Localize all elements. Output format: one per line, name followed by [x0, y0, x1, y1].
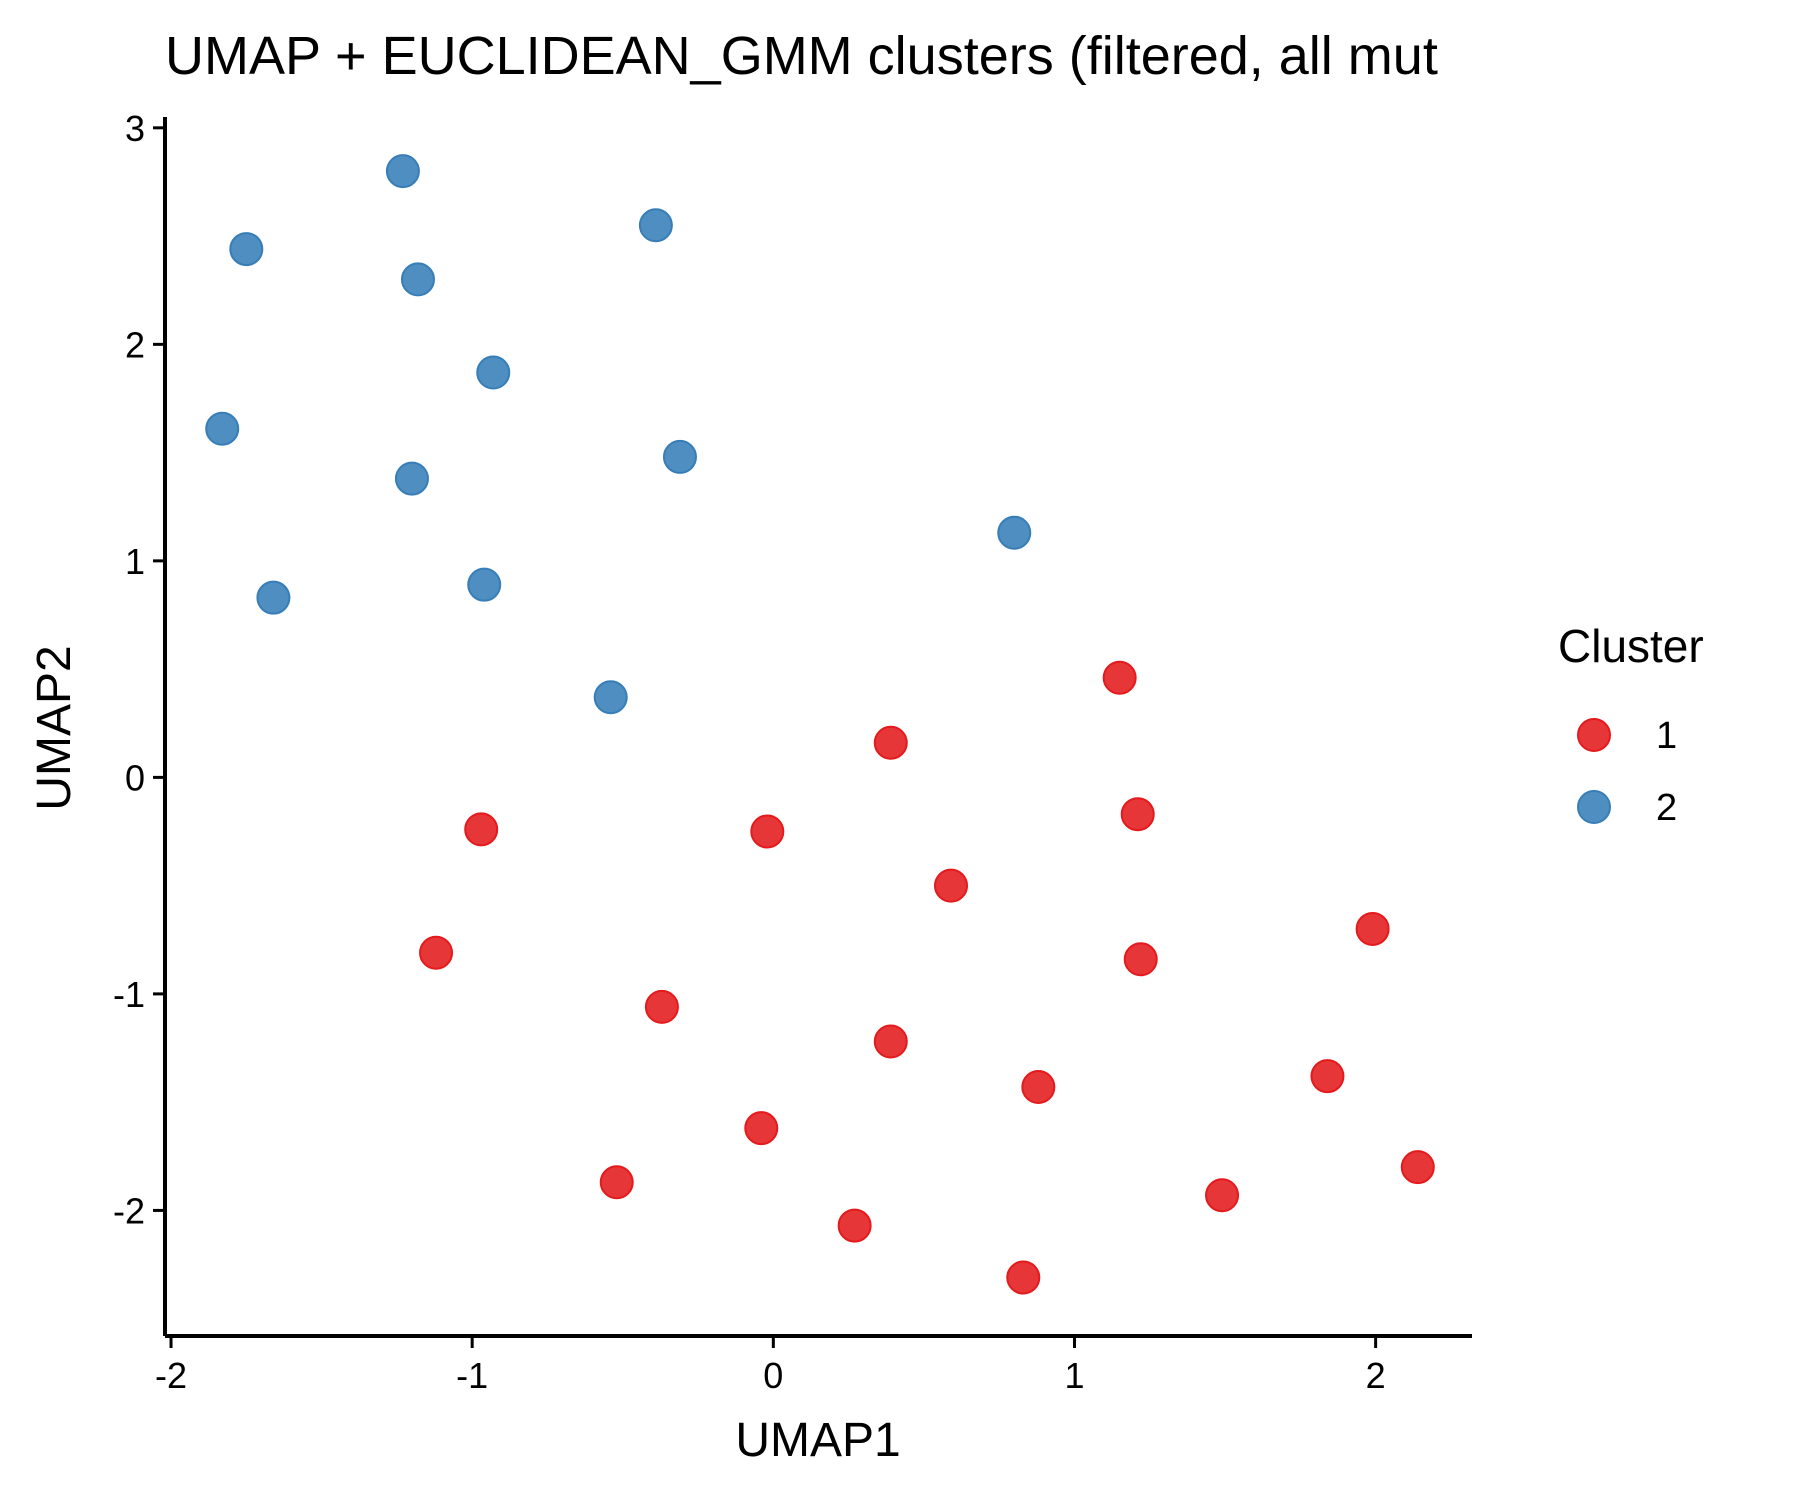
legend: Cluster 1 2 — [1558, 620, 1704, 829]
data-point-cluster-2 — [662, 439, 697, 474]
legend-title: Cluster — [1558, 620, 1704, 672]
x-tick-label: 0 — [763, 1355, 783, 1396]
data-point-cluster-1 — [644, 989, 679, 1024]
data-point-cluster-1 — [750, 814, 785, 849]
y-tick-label: 0 — [125, 757, 145, 798]
x-tick-label: -1 — [456, 1355, 488, 1396]
data-point-cluster-1 — [1400, 1150, 1435, 1185]
y-tick-label: -1 — [113, 974, 145, 1015]
y-axis-title: UMAP2 — [28, 645, 81, 810]
data-points — [205, 154, 1435, 1295]
x-tick-label: 2 — [1366, 1355, 1386, 1396]
data-point-cluster-2 — [256, 580, 291, 615]
data-point-cluster-2 — [229, 232, 264, 267]
data-point-cluster-1 — [1006, 1260, 1041, 1295]
data-point-cluster-2 — [400, 262, 435, 297]
data-point-cluster-2 — [385, 154, 420, 189]
legend-label-2: 2 — [1656, 787, 1677, 829]
data-point-cluster-1 — [837, 1208, 872, 1243]
data-point-cluster-1 — [1310, 1059, 1345, 1094]
x-tick-label: 1 — [1064, 1355, 1084, 1396]
data-point-cluster-2 — [394, 461, 429, 496]
data-point-cluster-1 — [464, 812, 499, 847]
data-point-cluster-1 — [744, 1111, 779, 1146]
data-point-cluster-1 — [1205, 1178, 1240, 1213]
y-tick-label: 1 — [125, 541, 145, 582]
x-axis-title: UMAP1 — [735, 1414, 900, 1467]
data-point-cluster-1 — [1102, 660, 1137, 695]
data-point-cluster-1 — [934, 868, 969, 903]
data-point-cluster-1 — [873, 1024, 908, 1059]
y-tick-label: -2 — [113, 1190, 145, 1231]
y-tick-label: 3 — [125, 108, 145, 149]
data-point-cluster-1 — [599, 1165, 634, 1200]
data-point-cluster-2 — [593, 680, 628, 715]
data-point-cluster-1 — [1021, 1070, 1056, 1105]
data-point-cluster-1 — [1123, 942, 1158, 977]
axes: -2 -1 0 1 2 -2 -1 0 1 2 3 — [113, 108, 1472, 1396]
data-point-cluster-2 — [638, 208, 673, 243]
data-point-cluster-1 — [1120, 797, 1155, 832]
data-point-cluster-1 — [1355, 911, 1390, 946]
legend-label-1: 1 — [1656, 715, 1677, 757]
data-point-cluster-1 — [419, 935, 454, 970]
y-tick-label: 2 — [125, 324, 145, 365]
x-tick-label: -2 — [155, 1355, 187, 1396]
data-point-cluster-2 — [205, 411, 240, 446]
data-point-cluster-2 — [997, 515, 1032, 550]
legend-key-2 — [1577, 790, 1611, 824]
data-point-cluster-2 — [476, 355, 511, 390]
data-point-cluster-2 — [467, 567, 502, 602]
data-point-cluster-1 — [873, 725, 908, 760]
chart-title: UMAP + EUCLIDEAN_GMM clusters (filtered,… — [165, 26, 1438, 86]
legend-key-1 — [1577, 718, 1611, 752]
